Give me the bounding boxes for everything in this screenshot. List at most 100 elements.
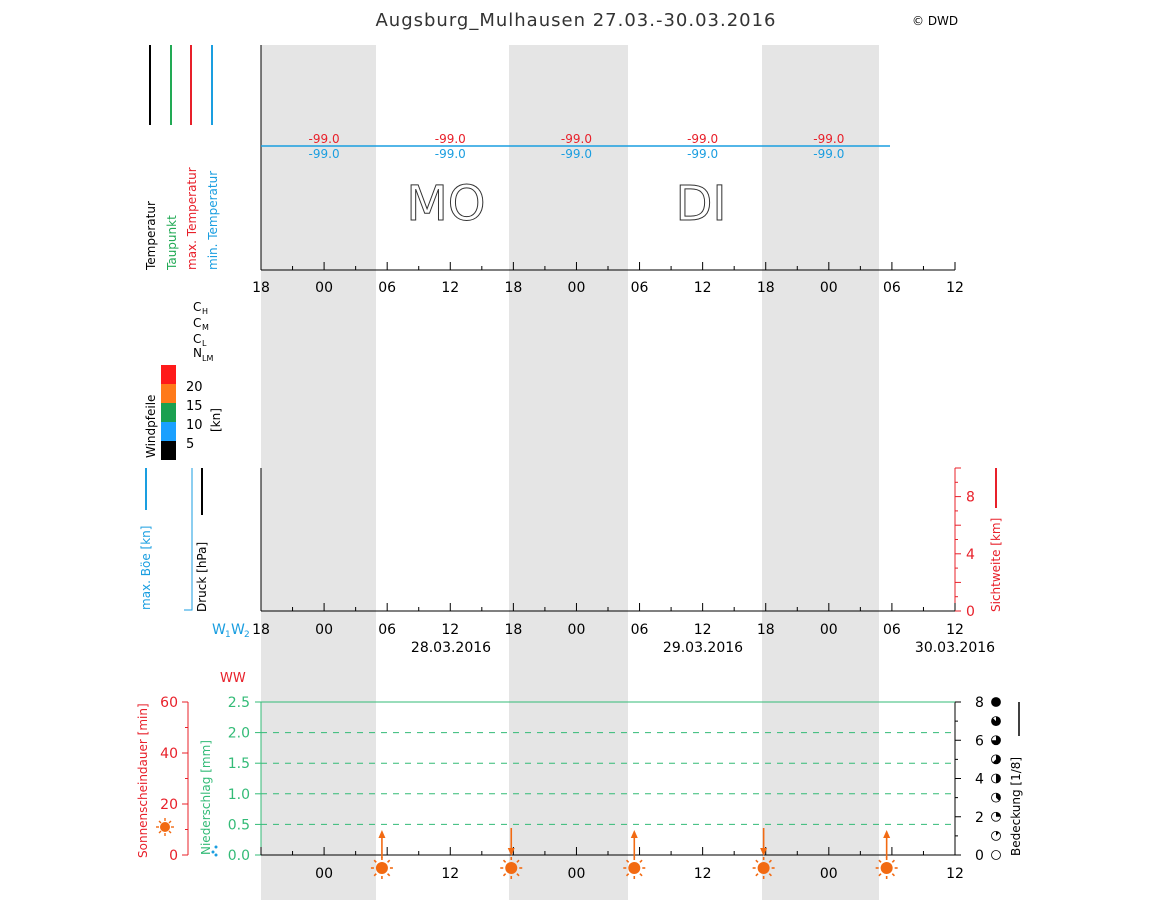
time-tick-label: 00 [820,280,838,296]
date-label-2: 29.03.2016 [663,640,743,656]
cm-label: C [193,316,201,330]
time-tick-label: 06 [631,622,649,638]
precip-legend-icon [211,845,218,857]
time-tick-label: 00 [820,866,838,882]
time-tick-label: 00 [568,866,586,882]
time-tick-label: 06 [631,280,649,296]
time-tick-label: 18 [504,280,522,296]
min-temp-value: -99.0 [561,147,592,161]
time-tick-label: 12 [441,622,459,638]
precip-tick-label: 1.5 [228,756,250,772]
wind-level-swatch [161,365,176,384]
cover-symbol-fill [991,735,1001,745]
day-label-di: DI [675,176,726,232]
chart-title: Augsburg_Mulhausen 27.03.-30.03.2016 [375,10,777,31]
time-tick-label: 18 [252,280,270,296]
precip-time-labels: 00 12 00 12 00 12 [315,866,964,882]
time-tick-label: 18 [252,622,270,638]
precip-tick-label: 0.0 [228,848,250,864]
max-temp-value: -99.0 [435,132,466,146]
cover-symbol-fill [996,774,1001,783]
visibility-axis-label: Sichtweite [km] [989,518,1003,612]
time-tick-label: 12 [441,280,459,296]
min-temp-value: -99.0 [309,147,340,161]
cover-tick-label: 8 [975,695,984,711]
time-tick-label: 18 [757,622,775,638]
sunshine-tick-label: 40 [160,746,178,762]
cover-axis-ticks: 0 2 4 6 8 [955,695,1001,864]
night-bands [261,45,879,900]
ww-sub1: 1 [225,630,231,640]
min-temp-value: -99.0 [435,147,466,161]
wind-level-label: 10 [186,418,203,433]
pressure-axis-label: Druck [hPa] [195,542,209,612]
n-label: N [193,346,202,360]
min-temp-value: -99.0 [687,147,718,161]
ww-title: WW [220,671,246,686]
cover-symbol [991,850,1001,860]
legend-dewpoint-label: Taupunkt [165,215,179,271]
cover-tick-label: 6 [975,733,984,749]
wind-level-swatch [161,441,176,460]
precip-tick-label: 1.0 [228,787,250,803]
time-tick-label: 00 [315,280,333,296]
day-label-mo: MO [406,176,485,232]
time-tick-label: 06 [378,622,396,638]
sunshine-legend-icon [156,818,174,836]
precip-grid [261,701,955,825]
ch-sub: H [202,307,208,316]
min-temp-value: -99.0 [813,147,844,161]
time-tick-label: 12 [694,280,712,296]
sunshine-axis-ticks: 0 20 40 60 [160,695,188,864]
sunset-icon [500,828,523,879]
time-tick-label: 18 [757,280,775,296]
ch-label: C [193,300,201,314]
night-band-3 [762,45,879,900]
wind-legend-title: Windpfeile [144,395,158,458]
time-tick-label: 00 [315,622,333,638]
precip-tick-label: 0.5 [228,817,250,833]
cover-symbol-fill [991,697,1001,707]
time-tick-label: 12 [694,622,712,638]
time-tick-label: 00 [568,622,586,638]
date-label-1: 28.03.2016 [411,640,491,656]
pressure-panel: 18 00 06 12 18 00 06 12 18 00 06 12 048 max. Böe [k… [139,467,1003,656]
temperature-axis-ticks [260,262,956,270]
visibility-axis: 0 4 8 [955,467,975,620]
precip-tick-label: 2.5 [228,695,250,711]
time-tick-label: 18 [504,622,522,638]
time-tick-label: 00 [568,280,586,296]
wind-level-swatch [161,422,176,441]
time-tick-label: 12 [694,866,712,882]
max-temp-value: -99.0 [561,132,592,146]
temperature-axis-labels: 18 00 06 12 18 00 06 12 18 00 06 12 [252,280,964,296]
ww-sub2: 2 [244,630,250,640]
visibility-tick-label: 0 [966,604,975,620]
clouds-legend: C H C M C L N LM [193,300,213,363]
sunshine-tick-label: 0 [169,848,178,864]
sun-events [370,828,898,879]
cover-tick-label: 2 [975,810,984,826]
cl-sub: L [202,339,207,348]
cover-symbol-fill [991,716,1001,726]
copyright-label: © DWD [912,14,959,28]
cover-tick-label: 4 [975,772,984,788]
wind-legend-unit: [kn] [209,408,223,432]
ww-w1: W [212,622,226,638]
time-tick-label: 12 [946,622,964,638]
wind-level-label: 20 [186,380,203,395]
sunset-icon [752,828,775,879]
ww-label: W 1 W 2 [212,622,250,640]
time-tick-label: 12 [946,280,964,296]
legend-min-temp-label: min. Temperatur [206,171,220,270]
night-band-1 [261,45,376,900]
cover-symbol-fill [992,754,1001,764]
cl-label: C [193,332,201,346]
wind-level-swatch [161,384,176,403]
legend-temperature-label: Temperatur [144,201,158,271]
pressure-axis-labels: 18 00 06 12 18 00 06 12 18 00 06 12 [252,622,964,638]
sunrise-icon [623,830,646,879]
max-temp-value: -99.0 [687,132,718,146]
cover-symbol-fill [996,793,1001,801]
precip-tick-label: 2.0 [228,726,250,742]
